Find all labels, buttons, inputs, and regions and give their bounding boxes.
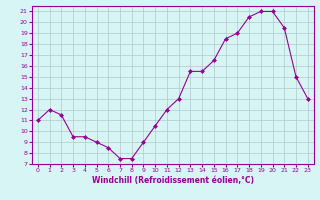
X-axis label: Windchill (Refroidissement éolien,°C): Windchill (Refroidissement éolien,°C) <box>92 176 254 185</box>
